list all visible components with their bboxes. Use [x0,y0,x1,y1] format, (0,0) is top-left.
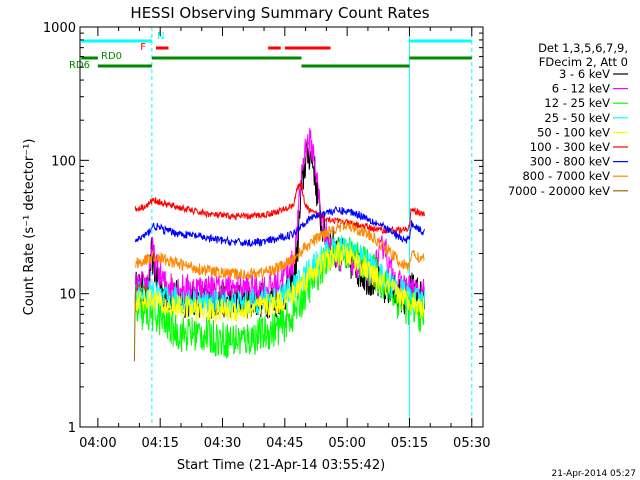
legend-header-line-1: Det 1,3,5,6,7,9, [538,41,628,55]
legend-entry-label-8: 800 - 7000 keV [522,169,610,183]
flag-label-n: N [157,31,164,42]
legend-header-line-2: FDecim 2, Att 0 [539,55,628,69]
plot-frame [79,26,484,428]
series-line-8 [134,219,425,281]
legend-entry-label-9: 7000 - 20000 keV [508,184,610,198]
legend-entry-label-7: 300 - 800 keV [530,155,610,169]
legend: Det 1,3,5,6,7,9,FDecim 2, Att 03 - 6 keV… [508,41,628,198]
x-tick-label-5: 05:00 [328,436,365,451]
legend-entry-label-2: 6 - 12 keV [552,82,610,96]
x-tick-label-3: 04:30 [204,436,241,451]
x-tick-label-2: 04:15 [141,436,178,451]
footer-timestamp: 21-Apr-2014 05:27 [552,469,636,479]
x-tick-label-6: 05:15 [391,436,428,451]
series-line-9 [133,283,148,362]
series-line-5 [134,241,425,324]
x-axis: 04:00 04:15 04:30 04:45 05:00 05:15 05:30 [79,27,491,451]
flag-label-rd6: RD6 [69,60,90,71]
series-line-2 [134,127,425,308]
legend-entry-label-3: 12 - 25 keV [544,96,610,110]
series-line-7 [134,205,425,248]
x-axis-label: Start Time (21-Apr-14 03:55:42) [177,458,385,473]
flag-label-f: F [140,42,146,53]
flag-label-rd0: RD0 [101,51,122,62]
y-axis: 1 10 100 1000 [43,21,483,436]
legend-entry-label-6: 100 - 300 keV [530,140,610,154]
legend-entry-label-1: 3 - 6 keV [559,67,610,81]
series-line-6 [134,182,425,235]
plot-area: NF RD0 RD6 [69,27,473,427]
x-tick-label-4: 04:45 [266,436,303,451]
y-axis-label: Count Rate (s⁻¹ detector⁻¹) [22,139,37,316]
chart-title: HESSI Observing Summary Count Rates [130,4,429,22]
legend-entry-label-4: 25 - 50 keV [544,111,610,125]
y-tick-label-1: 1 [68,421,76,436]
x-tick-label-1: 04:00 [79,436,116,451]
y-tick-label-2: 10 [59,288,76,303]
y-tick-label-4: 1000 [43,21,76,36]
y-tick-label-3: 100 [51,154,76,169]
x-tick-label-7: 05:30 [453,436,490,451]
legend-entry-label-5: 50 - 100 keV [537,125,610,139]
